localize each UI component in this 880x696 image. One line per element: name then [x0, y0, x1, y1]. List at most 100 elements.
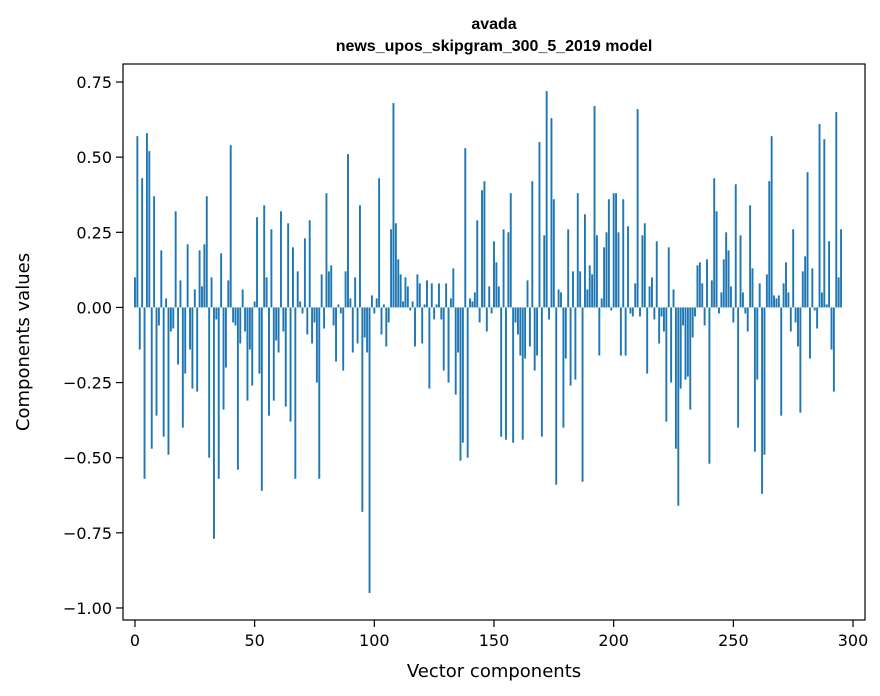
bar: [531, 181, 534, 308]
bar: [473, 292, 476, 308]
bar: [397, 259, 400, 308]
bar: [710, 280, 713, 308]
bar: [134, 277, 136, 308]
bar: [639, 307, 641, 317]
bar: [253, 301, 256, 308]
bar: [643, 223, 646, 308]
bar: [811, 268, 814, 308]
bar: [181, 307, 184, 428]
bar: [603, 247, 606, 308]
bar: [186, 244, 189, 308]
bar: [318, 307, 321, 479]
y-tick-label: 0.75: [76, 73, 112, 92]
bar: [703, 307, 706, 326]
chart-title: avada: [471, 16, 516, 33]
bar: [409, 307, 412, 311]
bar: [373, 307, 376, 314]
bar: [581, 307, 584, 482]
bar: [359, 205, 361, 308]
bar: [777, 295, 780, 308]
bar: [701, 283, 704, 308]
bar: [512, 307, 515, 443]
x-tick-label: 150: [479, 631, 510, 650]
bar: [746, 307, 749, 332]
bar: [282, 307, 285, 332]
bar: [624, 307, 627, 356]
bar: [782, 283, 785, 308]
x-tick-label: 250: [718, 631, 749, 650]
bar: [655, 241, 658, 308]
bar: [768, 181, 771, 308]
bar: [464, 148, 467, 308]
bar: [277, 307, 280, 353]
y-tick-label: −0.75: [63, 524, 112, 543]
bar: [217, 307, 220, 479]
bar: [337, 304, 340, 308]
bar: [502, 229, 505, 308]
bar: [485, 307, 488, 332]
bar: [241, 289, 244, 308]
x-tick-label: 200: [598, 631, 629, 650]
bar: [380, 307, 383, 335]
bar: [653, 307, 656, 320]
bar: [263, 205, 266, 308]
bar: [143, 307, 146, 479]
bar: [138, 307, 141, 350]
bar: [449, 298, 452, 308]
bar: [258, 307, 261, 374]
x-tick-label: 50: [244, 631, 264, 650]
bar: [691, 307, 694, 338]
bar: [662, 307, 665, 332]
bar: [715, 211, 718, 308]
bar: [830, 307, 833, 350]
bar: [519, 307, 522, 356]
bar: [730, 286, 732, 308]
bar: [567, 229, 570, 308]
x-axis: 0 50 100 150 200 250 300: [130, 620, 868, 650]
bar: [548, 307, 550, 320]
bar: [610, 307, 613, 311]
bar: [301, 307, 304, 314]
bar: [617, 232, 620, 308]
bar: [361, 307, 364, 512]
bar: [433, 307, 436, 320]
bar: [268, 307, 270, 416]
plot-frame: [122, 63, 866, 621]
bar: [751, 268, 754, 308]
bar: [437, 283, 440, 308]
bar: [816, 307, 819, 329]
bar: [435, 304, 438, 308]
bar: [753, 307, 756, 452]
bar: [756, 307, 759, 380]
bar: [303, 238, 306, 308]
bar: [476, 220, 479, 308]
bar: [227, 280, 230, 308]
bar: [349, 298, 352, 308]
y-tick-label: −1.00: [63, 599, 112, 618]
bar: [330, 265, 333, 308]
bar: [308, 220, 311, 308]
bar: [528, 307, 531, 347]
bar: [689, 307, 692, 410]
bar: [627, 226, 629, 308]
bar: [725, 232, 728, 308]
bar: [339, 307, 342, 314]
bar: [179, 280, 182, 308]
bar-series: [134, 91, 843, 593]
bar: [351, 307, 354, 353]
bar: [507, 232, 510, 308]
bar: [557, 289, 560, 308]
bar: [533, 307, 536, 371]
bar: [514, 307, 517, 323]
bar: [564, 307, 567, 359]
bar: [430, 283, 433, 308]
bar: [251, 307, 254, 386]
bar: [823, 139, 826, 308]
bar: [763, 307, 766, 455]
bar: [260, 307, 263, 491]
bar: [505, 307, 507, 440]
bar: [342, 307, 345, 371]
bar: [368, 307, 371, 593]
bar: [825, 304, 828, 308]
